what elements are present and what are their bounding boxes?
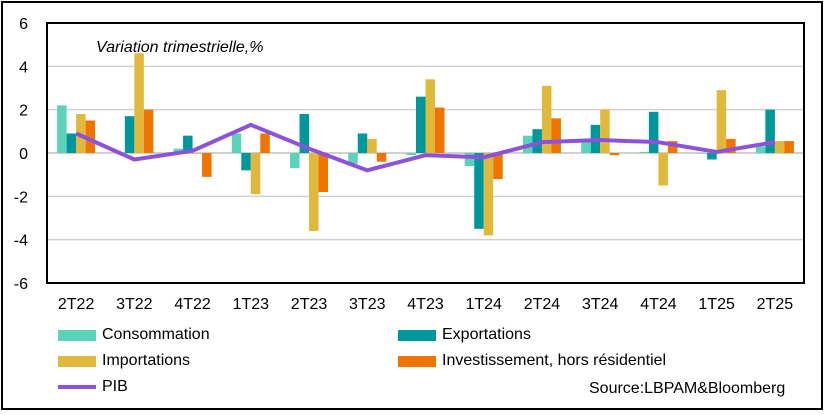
bar-exportations-2T22 xyxy=(66,133,77,153)
bar-importations-2T25 xyxy=(774,141,785,153)
bar-importations-3T22 xyxy=(134,53,144,154)
bar-investissement-2T24 xyxy=(551,118,561,153)
bar-exportations-3T22 xyxy=(124,116,135,153)
bar-exportations-4T22 xyxy=(183,135,193,153)
bar-exportations-4T24 xyxy=(648,111,659,153)
bar-investissement-2T25 xyxy=(784,141,794,153)
y-tick-label: -6 xyxy=(14,276,28,293)
legend-label: Importations xyxy=(102,352,191,369)
x-tick-label: 3T24 xyxy=(582,296,619,313)
x-tick-label: 3T22 xyxy=(116,296,153,313)
bar-consommation-2T23 xyxy=(290,153,300,169)
legend-item-pib: PIB xyxy=(58,378,128,396)
x-tick-label: 3T23 xyxy=(349,296,386,313)
bar-importations-1T25 xyxy=(716,90,727,153)
bar-exportations-4T23 xyxy=(416,96,426,153)
bar-consommation-1T23 xyxy=(231,133,242,153)
bar-importations-4T22 xyxy=(192,153,203,154)
x-tick-label: 2T23 xyxy=(291,296,328,313)
bar-investissement-4T24 xyxy=(667,141,678,153)
plot-border xyxy=(46,22,805,284)
legend-line xyxy=(58,385,96,389)
x-tick-label: 2T22 xyxy=(58,296,95,313)
legend-item-exportations: Exportations xyxy=(398,326,531,344)
bar-investissement-3T24 xyxy=(609,153,620,156)
bar-consommation-3T24 xyxy=(581,140,591,153)
legend-swatch xyxy=(58,355,96,367)
bar-exportations-3T23 xyxy=(357,133,368,153)
bar-consommation-4T23 xyxy=(406,153,416,156)
y-tick-label: 4 xyxy=(19,59,28,76)
y-tick-label: -4 xyxy=(14,233,28,250)
bar-investissement-1T24 xyxy=(493,153,503,179)
bar-investissement-4T23 xyxy=(435,107,445,153)
bar-investissement-3T22 xyxy=(143,109,154,153)
bar-exportations-2T23 xyxy=(299,114,310,153)
bar-consommation-2T25 xyxy=(755,146,766,153)
y-tick-label: 6 xyxy=(19,16,28,33)
x-tick-label: 1T24 xyxy=(465,296,502,313)
bar-importations-3T24 xyxy=(600,109,610,153)
x-tick-label: 1T23 xyxy=(233,296,270,313)
legend-label: PIB xyxy=(102,378,128,395)
bar-importations-3T23 xyxy=(367,138,377,153)
bar-investissement-3T23 xyxy=(376,153,387,162)
bar-importations-2T24 xyxy=(541,85,552,153)
legend-item-importations: Importations xyxy=(58,352,190,370)
source-note: Source:LBPAM&Bloomberg xyxy=(589,380,786,397)
bar-consommation-2T22 xyxy=(57,105,67,153)
legend-label: Consommation xyxy=(102,326,210,343)
bar-investissement-1T25 xyxy=(726,138,736,153)
legend-swatch xyxy=(58,329,96,341)
bar-consommation-1T24 xyxy=(464,153,475,166)
x-tick-label: 4T24 xyxy=(640,296,677,313)
bar-exportations-1T25 xyxy=(707,153,717,160)
bar-exportations-2T25 xyxy=(765,109,775,153)
x-tick-label: 2T24 xyxy=(524,296,561,313)
bar-investissement-1T23 xyxy=(260,133,270,153)
y-tick-label: 2 xyxy=(19,103,28,120)
y-tick-label: 0 xyxy=(19,146,28,163)
bar-exportations-2T24 xyxy=(532,129,542,153)
x-tick-label: 1T25 xyxy=(698,296,735,313)
legend-swatch xyxy=(398,329,436,341)
x-tick-label: 4T23 xyxy=(407,296,444,313)
legend-swatch xyxy=(398,355,436,367)
bar-consommation-4T22 xyxy=(173,148,184,153)
bar-importations-4T24 xyxy=(658,153,668,186)
bar-importations-1T23 xyxy=(250,153,261,195)
bar-importations-1T24 xyxy=(483,153,494,236)
bar-investissement-4T22 xyxy=(202,153,212,177)
legend-label: Exportations xyxy=(442,326,531,343)
x-tick-label: 4T22 xyxy=(174,296,211,313)
x-tick-label: 2T25 xyxy=(757,296,794,313)
legend-item-consommation: Consommation xyxy=(58,326,210,344)
chart-title: Variation trimestrielle,% xyxy=(96,39,263,56)
bar-investissement-2T22 xyxy=(85,120,96,153)
chart-frame xyxy=(1,1,823,410)
bar-importations-2T23 xyxy=(309,153,319,231)
bar-consommation-4T24 xyxy=(639,151,649,153)
bar-exportations-1T24 xyxy=(474,153,484,229)
bar-consommation-1T25 xyxy=(697,153,708,154)
legend-item-investissement: Investissement, hors résidentiel xyxy=(398,352,666,370)
y-tick-label: -2 xyxy=(14,189,28,206)
bar-consommation-3T23 xyxy=(348,153,358,164)
bar-exportations-1T23 xyxy=(241,153,251,171)
bar-investissement-2T23 xyxy=(318,153,329,192)
legend-label: Investissement, hors résidentiel xyxy=(442,352,667,369)
bar-importations-4T23 xyxy=(425,79,435,153)
